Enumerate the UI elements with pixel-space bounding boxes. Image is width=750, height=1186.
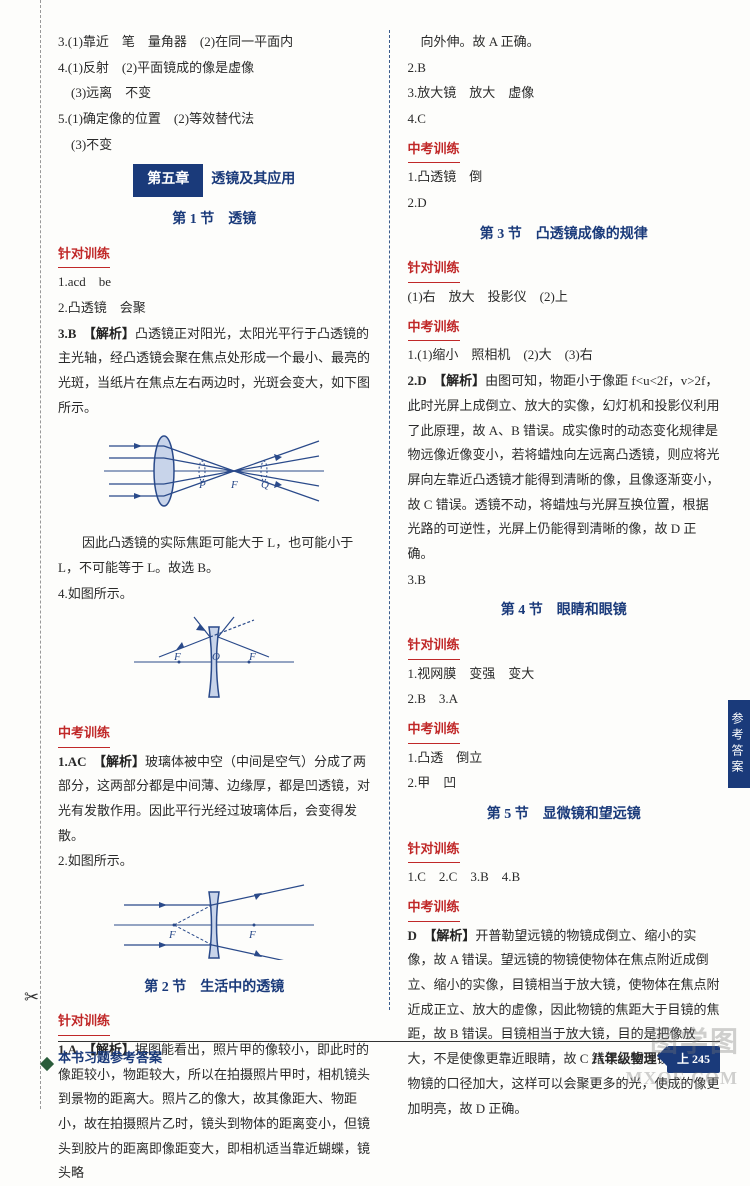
- answer-line: 2.B 3.A: [408, 687, 721, 712]
- column-right: 向外伸。故 A 正确。 2.B 3.放大镜 放大 虚像 4.C 中考训练 1.凸…: [408, 30, 721, 1010]
- item-lead: D: [408, 928, 430, 943]
- item-lead: 2.D: [408, 373, 440, 388]
- item-lead: 3.B: [58, 326, 89, 341]
- answer-line: 1.acd be: [58, 270, 371, 295]
- svg-text:F: F: [248, 929, 256, 941]
- footer-decor-icon: [40, 1057, 54, 1071]
- analysis-tail: 因此凸透镜的实际焦距可能大于 L，也可能小于 L，不可能等于 L。故选 B。: [58, 531, 371, 580]
- section-4-title: 第 4 节 眼睛和眼镜: [408, 598, 721, 625]
- analysis-body: 由图可知，物距小于像距 f<u<2f，v>2f，此时光屏上成倒立、放大的实像，幻…: [408, 373, 720, 561]
- answer-line: 2.甲 凹: [408, 771, 721, 796]
- answer-line: 4.(1)反射 (2)平面镜成的像是虚像: [58, 56, 371, 81]
- subhead-targeted: 针对训练: [408, 633, 460, 660]
- svg-text:Q: Q: [261, 479, 269, 491]
- subhead-exam: 中考训练: [58, 721, 110, 748]
- column-divider: [389, 30, 390, 1010]
- chapter-row: 第五章透镜及其应用: [58, 158, 371, 201]
- subhead-exam: 中考训练: [408, 137, 460, 164]
- answer-line: (3)不变: [58, 133, 371, 158]
- subhead-targeted: 针对训练: [408, 256, 460, 283]
- section-5-title: 第 5 节 显微镜和望远镜: [408, 802, 721, 829]
- analysis-tag: 【解析】: [430, 928, 476, 943]
- answer-line: 1.凸透镜 倒: [408, 165, 721, 190]
- answer-line: 3.(1)靠近 笔 量角器 (2)在同一平面内: [58, 30, 371, 55]
- svg-text:O: O: [212, 651, 220, 663]
- diagram-concave-vertical: F O F: [58, 612, 371, 711]
- subhead-exam: 中考训练: [408, 717, 460, 744]
- subhead-targeted: 针对训练: [58, 242, 110, 269]
- section-3-title: 第 3 节 凸透镜成像的规律: [408, 222, 721, 249]
- subhead-exam: 中考训练: [408, 895, 460, 922]
- answer-line: 4.如图所示。: [58, 582, 371, 607]
- answer-line: 向外伸。故 A 正确。: [408, 30, 721, 55]
- answer-line: 1.(1)缩小 照相机 (2)大 (3)右: [408, 343, 721, 368]
- answer-line: 2.凸透镜 会聚: [58, 296, 371, 321]
- answer-line: 2.D: [408, 191, 721, 216]
- answer-line: 4.C: [408, 107, 721, 132]
- footer-left-text: 本书习题参考答案: [58, 1046, 162, 1073]
- answer-line: 1.视网膜 变强 变大: [408, 662, 721, 687]
- analysis-tag: 【解析】: [440, 373, 486, 388]
- binding-edge: [40, 0, 41, 1109]
- analysis-tag: 【解析】: [100, 754, 146, 769]
- watermark-url: MXQE.COM: [626, 1061, 738, 1095]
- answer-line: (1)右 放大 投影仪 (2)上: [408, 285, 721, 310]
- item-lead: 1.AC: [58, 754, 100, 769]
- answer-block: 2.D 【解析】由图可知，物距小于像距 f<u<2f，v>2f，此时光屏上成倒立…: [408, 369, 721, 567]
- answer-line: 1.C 2.C 3.B 4.B: [408, 865, 721, 890]
- chapter-banner: 第五章: [133, 164, 203, 197]
- answer-line: 3.B: [408, 568, 721, 593]
- chapter-suffix: 透镜及其应用: [211, 172, 295, 187]
- subhead-targeted: 针对训练: [58, 1009, 110, 1036]
- svg-text:F: F: [168, 929, 176, 941]
- subhead-exam: 中考训练: [408, 315, 460, 342]
- section-1-title: 第 1 节 透镜: [58, 207, 371, 234]
- section-2-title: 第 2 节 生活中的透镜: [58, 975, 371, 1002]
- page-footer: 本书习题参考答案 八年级物理· 上 245: [58, 1041, 720, 1073]
- answer-line: 2.如图所示。: [58, 849, 371, 874]
- page-body: 3.(1)靠近 笔 量角器 (2)在同一平面内 4.(1)反射 (2)平面镜成的…: [0, 0, 750, 1020]
- answer-block: 1.AC 【解析】玻璃体被中空（中间是空气）分成了两部分，这两部分都是中间薄、边…: [58, 750, 371, 849]
- answer-line: 1.凸透 倒立: [408, 746, 721, 771]
- answer-line: 3.放大镜 放大 虚像: [408, 81, 721, 106]
- analysis-tag: 【解析】: [89, 326, 135, 341]
- svg-text:P: P: [198, 479, 206, 491]
- column-left: 3.(1)靠近 笔 量角器 (2)在同一平面内 4.(1)反射 (2)平面镜成的…: [58, 30, 371, 1010]
- diagram-concave-diverge: F F: [58, 880, 371, 969]
- answer-block: 3.B 【解析】凸透镜正对阳光，太阳光平行于凸透镜的主光轴，经凸透镜会聚在焦点处…: [58, 322, 371, 421]
- answer-line: (3)远离 不变: [58, 81, 371, 106]
- scissors-icon: ✂: [24, 980, 39, 1014]
- diagram-convex-rays: P F Q: [58, 426, 371, 525]
- answer-line: 5.(1)确定像的位置 (2)等效替代法: [58, 107, 371, 132]
- side-tab-answers: 参考答案: [728, 700, 750, 788]
- svg-text:F: F: [230, 479, 238, 491]
- answer-line: 2.B: [408, 56, 721, 81]
- subhead-targeted: 针对训练: [408, 837, 460, 864]
